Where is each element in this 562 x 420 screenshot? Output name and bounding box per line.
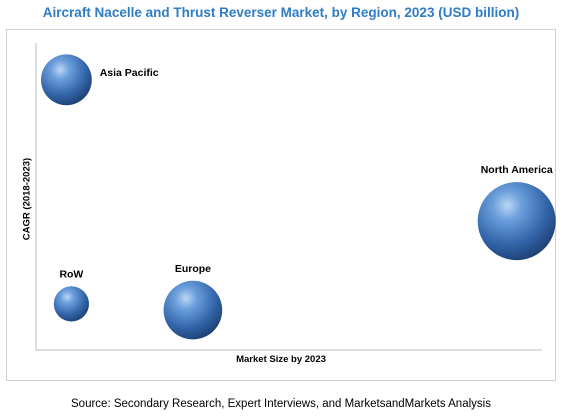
bubble-row	[53, 286, 89, 322]
y-axis-label: CAGR (2018-2023)	[21, 157, 33, 241]
bubble-series: Asia Pacific North America RoW Europe	[41, 54, 556, 340]
bubble-label-europe: Europe	[175, 263, 211, 275]
bubble-label-asia-pacific: Asia Pacific	[100, 67, 159, 79]
bubble-asia-pacific	[41, 54, 92, 106]
source-note: Source: Secondary Research, Expert Inter…	[71, 398, 491, 410]
chart-title: Aircraft Nacelle and Thrust Reverser Mar…	[42, 5, 520, 20]
bubble-label-row: RoW	[59, 268, 83, 280]
chart-frame	[6, 29, 556, 381]
bubble-north-america	[477, 182, 556, 261]
bubble-label-north-america: North America	[481, 164, 553, 176]
x-axis-label: Market Size by 2023	[236, 354, 326, 365]
bubble-plot: Asia Pacific North America RoW Europe	[35, 43, 556, 351]
bubble-europe	[163, 280, 223, 340]
